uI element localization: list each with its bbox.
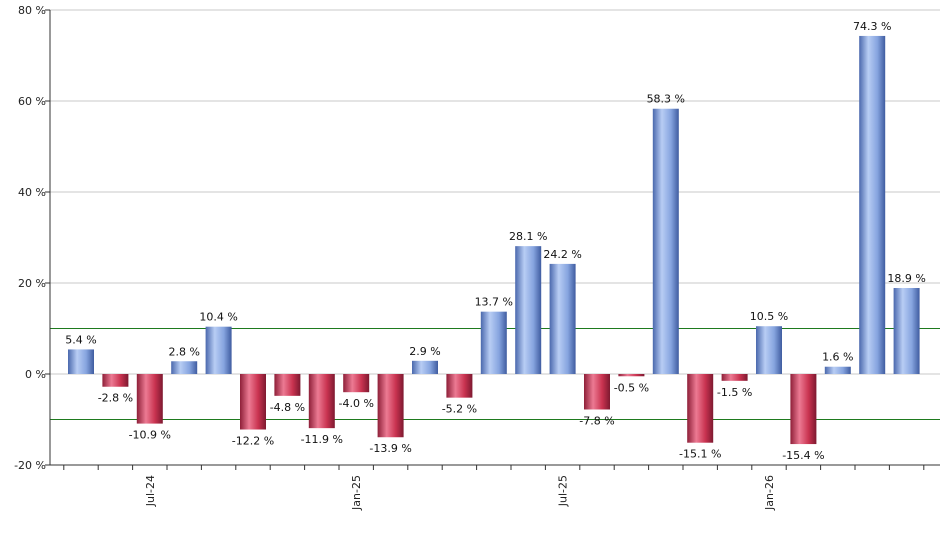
bar xyxy=(652,108,679,375)
bar xyxy=(274,374,301,396)
y-tick-label: 0 % xyxy=(25,368,46,381)
y-tick-label: 60 % xyxy=(18,95,46,108)
bar xyxy=(790,374,817,445)
data-label: -4.0 % xyxy=(338,397,373,410)
data-label: 13.7 % xyxy=(475,296,513,309)
bar xyxy=(446,374,473,398)
data-label: 58.3 % xyxy=(647,93,685,106)
bar xyxy=(412,360,438,374)
bars xyxy=(68,35,920,445)
data-label: 2.9 % xyxy=(409,345,440,358)
bar xyxy=(549,263,576,374)
data-label: 28.1 % xyxy=(509,230,547,243)
data-label: 74.3 % xyxy=(853,20,891,33)
bar xyxy=(343,374,370,393)
y-tick-label: -20 % xyxy=(14,459,46,472)
data-label: -13.9 % xyxy=(369,442,411,455)
x-tick-label: Jan-25 xyxy=(350,475,363,511)
data-labels: 5.4 % -2.8 % -10.9 % 2.8 % 10.4 % -12.2 % -4.8… xyxy=(65,20,926,462)
data-label: -15.4 % xyxy=(782,449,824,462)
bar xyxy=(377,374,404,438)
bar xyxy=(308,374,335,429)
bar xyxy=(515,246,542,374)
bar xyxy=(136,374,163,424)
data-label: -1.5 % xyxy=(717,386,752,399)
axes: -20 % 0 % 20 % 40 % 60 % 80 % Jul-24 Jan-25 Jul-… xyxy=(14,4,940,511)
data-label: 24.2 % xyxy=(543,248,581,261)
y-tick-label: 80 % xyxy=(18,4,46,17)
data-label: 5.4 % xyxy=(65,333,96,346)
bar xyxy=(721,374,748,381)
data-label: 2.8 % xyxy=(168,345,199,358)
data-label: -5.2 % xyxy=(442,403,477,416)
bar xyxy=(102,374,129,387)
data-label: -7.8 % xyxy=(579,414,614,427)
bar xyxy=(205,326,232,374)
data-label: 1.6 % xyxy=(822,351,853,364)
bar xyxy=(480,311,507,374)
bar xyxy=(824,366,851,374)
data-label: 18.9 % xyxy=(887,272,925,285)
bar xyxy=(756,326,782,374)
bar xyxy=(859,35,886,375)
bar xyxy=(68,349,94,374)
data-label: -11.9 % xyxy=(301,433,343,446)
bar xyxy=(171,361,198,374)
bar xyxy=(893,288,920,374)
x-tick-label: Jan-26 xyxy=(763,475,776,511)
data-label: -10.9 % xyxy=(129,429,171,442)
data-label: -2.8 % xyxy=(98,392,133,405)
data-label: -0.5 % xyxy=(614,381,649,394)
x-tick-label: Jul-25 xyxy=(557,475,570,507)
data-label: 10.5 % xyxy=(750,310,788,323)
data-label: -15.1 % xyxy=(679,448,721,461)
bar xyxy=(687,374,714,443)
data-label: -12.2 % xyxy=(232,435,274,448)
y-tick-label: 20 % xyxy=(18,277,46,290)
bar xyxy=(618,374,645,377)
x-tick-label: Jul-24 xyxy=(144,475,157,507)
data-label: 10.4 % xyxy=(199,311,237,324)
bar xyxy=(584,374,610,410)
bar xyxy=(240,374,266,430)
data-label: -4.8 % xyxy=(270,401,305,414)
y-tick-label: 40 % xyxy=(18,186,46,199)
